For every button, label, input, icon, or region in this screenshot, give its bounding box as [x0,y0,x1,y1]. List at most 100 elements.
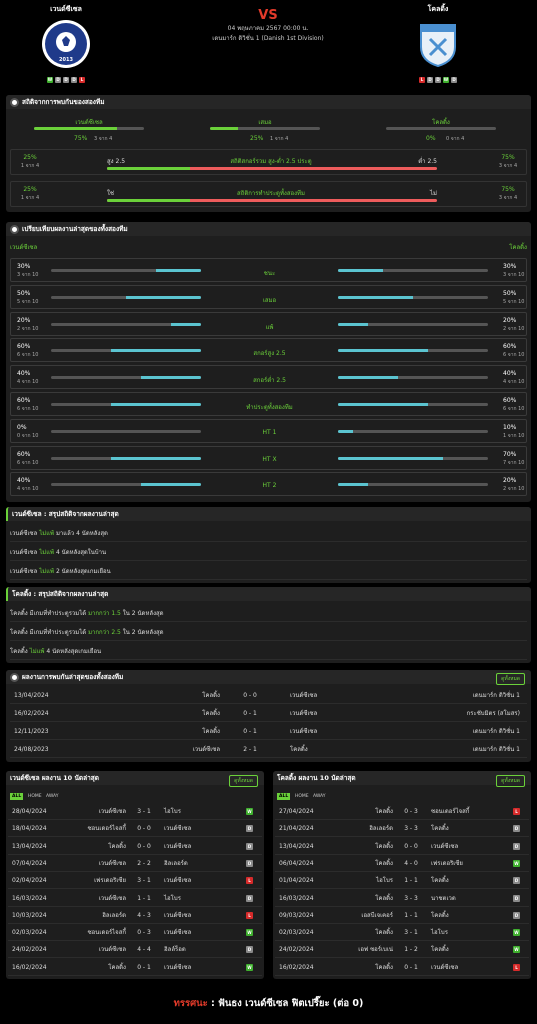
btts-right-sub: 3 จาก 4 [498,195,518,201]
tab-home[interactable]: HOME [28,794,42,799]
last10-row[interactable]: 16/02/2024 โคลดิ้ง 0 - 1 เวนด์ซีเซล W [8,960,262,976]
last10-away: เวนด์ซีเซล [164,825,192,833]
h2h-row[interactable]: 13/04/2024 โคลดิ้ง 0 - 0 เวนด์ซีเซล เดนมาร์ก… [10,688,527,704]
h2h-col-fill [34,127,117,130]
last10-row[interactable]: 09/03/2024 เอสบีเจเคอร์ 1 - 1 โคลดิ้ง D [275,908,529,924]
h2h-list-title: ผลงานการพบกันล่าสุดของทั้งสองทีม [22,673,124,681]
last10-row[interactable]: 07/04/2024 เวนด์ซีเซล 2 - 2 ฮิลเลอร์ด D [8,856,262,872]
tab-away[interactable]: AWAY [313,794,326,799]
summary-team: โคลดิ้ง [10,648,28,655]
last10-row[interactable]: 27/04/2024 โคลดิ้ง 0 - 3 ซอนเดอร์ไจสกี้ L [275,804,529,820]
compare-left-sub: 6 จาก 10 [17,406,39,412]
compare-left-bar [51,429,201,433]
last10-row[interactable]: 28/04/2024 เวนด์ซีเซล 3 - 1 ไฮโบร W [8,804,262,820]
last10-row[interactable]: 01/04/2024 ไฮโบร 1 - 1 โคลดิ้ง D [275,873,529,890]
result-badge: D [513,877,520,885]
summary-highlight: มากกว่า 2.5 [88,629,121,636]
h2h-row[interactable]: 24/08/2023 เวนด์ซีเซล 2 - 1 โคลดิ้ง เดนมาร์ก… [10,742,527,758]
compare-left-bar [51,483,201,487]
h2h-league: เดนมาร์ก ดิวิชั่น 1 [472,728,520,735]
compare-right-bar [338,349,488,353]
result-badge: W [246,929,253,937]
form-badge: D [63,77,69,83]
last10-row[interactable]: 10/03/2024 ฮิลเลอร์ด 4 - 3 เวนด์ซีเซล L [8,908,262,924]
home-last10-section: เวนด์ซีเซล ผลงาน 10 นัดล่าสุด ดูทั้งหมด … [6,771,264,979]
h2h-col-sub: 0 จาก 4 [446,136,465,142]
last10-home: เอฟ ซอร์เบเน่ [358,946,393,954]
summary-line: โคลดิ้ง ไม่แพ้ 4 นัดหลังสุดเกมเยือน [10,643,527,660]
last10-row[interactable]: 06/04/2024 โคลดิ้ง 4 - 0 เฟรเดอริเซีย W [275,856,529,872]
last10-home: เวนด์ซีเซล [98,894,126,902]
last10-row[interactable]: 02/04/2024 เฟรเดอริเซีย 3 - 1 เวนด์ซีเซล L [8,873,262,890]
form-badge: W [47,77,53,83]
btts-right-pct: 75% [501,186,515,193]
tab-all[interactable]: ALL [10,793,24,800]
btts-right-label: ไม่ [430,190,437,197]
compare-right-pct: 40% [503,370,517,378]
result-badge: D [246,842,253,850]
compare-left-bar [51,403,201,406]
football-icon [10,224,19,234]
h2h-col-sub: 3 จาก 4 [94,136,113,142]
last10-row[interactable]: 02/03/2024 ซอนเดอร์ไจสกี้ 0 - 3 เวนด์ซีเซล W [8,925,262,942]
result-badge: D [246,825,253,833]
tab-all[interactable]: ALL [277,793,291,800]
compare-right-pct: 60% [503,397,517,404]
vs-label: VS [258,8,278,23]
last10-row[interactable]: 16/03/2024 เวนด์ซีเซล 1 - 1 ไฮโบร D [8,891,262,907]
summary-highlight: ไม่แพ้ [29,648,45,655]
compare-left-fill [141,483,201,487]
last10-row[interactable]: 02/03/2024 โคลดิ้ง 3 - 1 ไฮโบร W [275,925,529,942]
last10-score: 0 - 0 [404,842,418,850]
btts-left-label: ใช่ [107,190,115,197]
compare-row: 60% 6 จาก 10 HT X 70% 7 จาก 10 [10,445,527,470]
compare-right-sub: 4 จาก 10 [503,379,525,386]
compare-left-bar [51,295,201,299]
compare-left-pct: 40% [17,370,31,378]
compare-right-sub: 2 จาก 10 [503,486,525,493]
compare-right-pct: 20% [503,477,517,485]
summary-highlight: ไม่แพ้ [39,549,55,556]
last10-row[interactable]: 16/03/2024 โคลดิ้ง 3 - 3 นาชตเวด D [275,891,529,907]
last10-row[interactable]: 18/04/2024 ซอนเดอร์ไจสกี้ 0 - 0 เวนด์ซีเซล D [8,821,262,838]
last10-date: 13/04/2024 [279,842,314,850]
last10-away: ไฮโบร [431,929,448,937]
compare-left-pct: 0% [17,423,27,431]
h2h-col-label: เวนด์ซีเซล [75,119,103,126]
home-logo-year: 2013 [59,57,73,63]
last10-away: โคลดิ้ง [431,946,449,954]
ou-right-label: ต่ำ 2.5 [418,158,437,165]
compare-left-pct: 50% [17,289,31,297]
last10-row[interactable]: 13/04/2024 โคลดิ้ง 0 - 0 เวนด์ซีเซล D [275,839,529,855]
last10-away: โคลดิ้ง [431,825,449,833]
compare-left-fill [126,295,201,299]
compare-left-fill [141,376,201,380]
last10-row[interactable]: 21/04/2024 ฮิลเลอร์ด 3 - 3 โคลดิ้ง D [275,821,529,838]
compare-right-sub: 1 จาก 10 [503,432,525,439]
h2h-stats-section: สถิติจากการพบกันของสองทีม เวนด์ซีเซล 75% 3… [6,95,531,212]
last10-row[interactable]: 13/04/2024 โคลดิ้ง 0 - 0 เวนด์ซีเซล D [8,839,262,855]
tab-home[interactable]: HOME [295,794,309,799]
h2h-row[interactable]: 16/02/2024 โคลดิ้ง 0 - 1 เวนด์ซีเซล กระชับมิ… [10,706,527,722]
last10-score: 3 - 3 [404,825,418,833]
away-last10-view-all-button[interactable]: ดูทั้งหมด [496,775,525,787]
last10-home: เฟรเดอริเซีย [94,877,126,885]
last10-row[interactable]: 24/02/2024 เอฟ ซอร์เบเน่ 1 - 2 โคลดิ้ง W [275,942,529,959]
last10-away: เวนด์ซีเซล [164,842,192,850]
compare-left-bar [51,322,201,326]
compare-right-fill [338,456,443,460]
last10-row[interactable]: 16/02/2024 โคลดิ้ง 0 - 1 เวนด์ซีเซล L [275,960,529,976]
last10-row[interactable]: 24/02/2024 เวนด์ซีเซล 4 - 4 ฮิลล์ร็อด D [8,942,262,959]
last10-score: 3 - 1 [137,808,151,815]
compare-label: HT 1 [262,428,277,436]
summary-highlight: มากกว่า 1.5 [88,610,121,617]
ou-right-pct: 75% [501,154,515,161]
compare-row: 60% 6 จาก 10 สกอร์สูง 2.5 60% 6 จาก 10 [10,338,527,363]
result-badge: W [513,859,520,867]
home-last10-view-all-button[interactable]: ดูทั้งหมด [229,775,258,787]
h2h-view-all-button[interactable]: ดูทั้งหมด [496,673,525,685]
result-badge: L [513,963,520,971]
tab-away[interactable]: AWAY [46,794,59,799]
h2h-row[interactable]: 12/11/2023 โคลดิ้ง 0 - 1 เวนด์ซีเซล เดนมาร์ก… [10,724,527,740]
last10-date: 09/03/2024 [279,911,314,919]
